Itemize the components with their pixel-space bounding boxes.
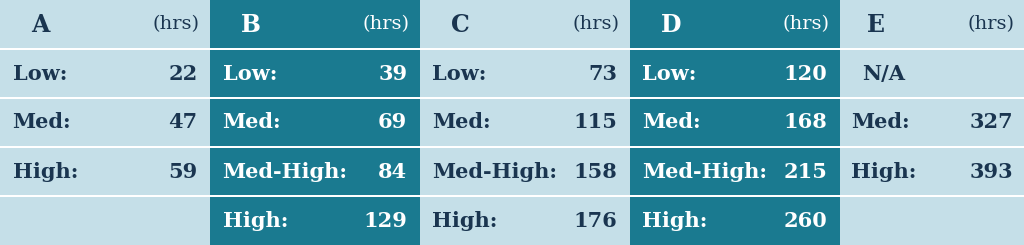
Text: 393: 393 (970, 161, 1013, 182)
Text: 39: 39 (378, 63, 408, 84)
Text: 59: 59 (168, 161, 198, 182)
Text: High:: High: (12, 161, 78, 182)
Text: High:: High: (432, 210, 498, 231)
Text: Med-High:: Med-High: (432, 161, 557, 182)
Text: (hrs): (hrs) (362, 15, 410, 34)
Bar (420, 0, 630, 245)
Text: 158: 158 (573, 161, 617, 182)
Text: Low:: Low: (12, 63, 67, 84)
Text: 176: 176 (573, 210, 617, 231)
Text: Low:: Low: (642, 63, 696, 84)
Text: N/A: N/A (862, 63, 905, 84)
Text: High:: High: (851, 161, 916, 182)
Text: Low:: Low: (432, 63, 486, 84)
Text: High:: High: (222, 210, 288, 231)
Text: E: E (867, 12, 886, 37)
Text: Med:: Med: (851, 112, 909, 133)
Text: (hrs): (hrs) (572, 15, 620, 34)
Text: (hrs): (hrs) (968, 15, 1015, 34)
Text: 84: 84 (378, 161, 408, 182)
Bar (210, 0, 420, 245)
Text: 47: 47 (168, 112, 198, 133)
Text: 22: 22 (168, 63, 198, 84)
Text: 120: 120 (783, 63, 827, 84)
Text: Med:: Med: (222, 112, 282, 133)
Text: Med-High:: Med-High: (642, 161, 767, 182)
Text: 168: 168 (783, 112, 827, 133)
Text: Med:: Med: (12, 112, 72, 133)
Bar (0, 97, 1024, 99)
Text: 115: 115 (573, 112, 617, 133)
Text: 327: 327 (970, 112, 1013, 133)
Text: D: D (662, 12, 682, 37)
Text: 73: 73 (588, 63, 617, 84)
Text: 129: 129 (364, 210, 408, 231)
Text: C: C (452, 12, 470, 37)
Text: 215: 215 (783, 161, 827, 182)
Bar (0, 195, 1024, 197)
Text: Low:: Low: (222, 63, 276, 84)
Bar (0, 146, 1024, 148)
Text: 69: 69 (378, 112, 408, 133)
Text: Med:: Med: (432, 112, 492, 133)
Text: A: A (32, 12, 50, 37)
Text: Med:: Med: (642, 112, 701, 133)
Bar (840, 0, 1024, 245)
Text: (hrs): (hrs) (153, 15, 200, 34)
Text: High:: High: (642, 210, 708, 231)
Text: 260: 260 (783, 210, 827, 231)
Text: Med-High:: Med-High: (222, 161, 347, 182)
Text: (hrs): (hrs) (782, 15, 829, 34)
Bar (0, 0, 210, 245)
Bar (0, 48, 1024, 50)
Text: B: B (242, 12, 261, 37)
Bar (630, 0, 840, 245)
